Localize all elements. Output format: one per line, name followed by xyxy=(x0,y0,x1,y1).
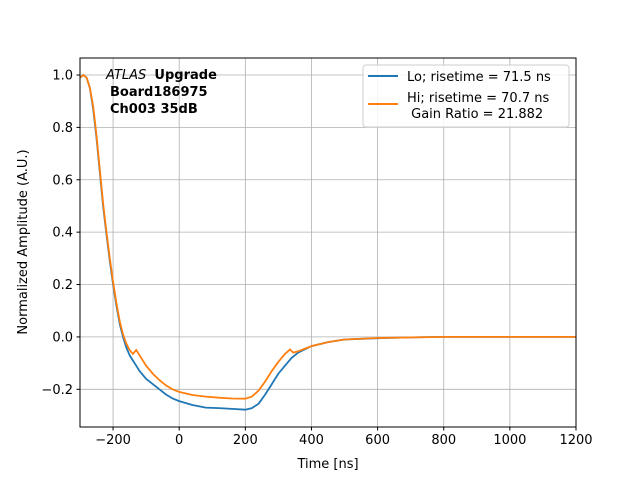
x-tick-label: 600 xyxy=(365,433,390,448)
x-tick-label: 200 xyxy=(233,433,258,448)
legend-box xyxy=(362,64,570,128)
legend-label-lo: Lo; risetime = 71.5 ns xyxy=(407,70,551,85)
series-line-hi xyxy=(80,73,576,400)
x-tick-label: −200 xyxy=(95,433,131,448)
series-lines xyxy=(80,73,576,411)
legend-label-hi-line: Gain Ratio = 21.882 xyxy=(407,107,543,122)
annotation-channel: Ch003 35dB xyxy=(110,102,198,117)
y-tick-label: 1.0 xyxy=(52,69,73,84)
annotation: ATLAS Upgrade Board186975 Ch003 35dB xyxy=(105,68,217,117)
y-tick-label: 0.8 xyxy=(52,121,73,136)
annotation-upgrade: Upgrade xyxy=(154,68,217,83)
y-tick-label: 0.4 xyxy=(52,226,73,241)
y-axis-label: Normalized Amplitude (A.U.) xyxy=(16,149,31,334)
svg-text:ATLAS Upgrade: ATLAS Upgrade xyxy=(105,68,217,83)
y-tick-label: 0.6 xyxy=(52,173,73,188)
y-tick-label: 0.0 xyxy=(52,330,73,345)
legend-label-hi: Hi; risetime = 70.7 ns Gain Ratio = 21.8… xyxy=(407,91,549,122)
legend: Lo; risetime = 71.5 ns Hi; risetime = 70… xyxy=(362,64,570,128)
annotation-atlas: ATLAS xyxy=(105,68,146,83)
x-tick-label: 1000 xyxy=(493,433,526,448)
x-tick-label: 400 xyxy=(299,433,324,448)
ticks: −200 0 200 400 600 800 1000 1200 −0.2 0.0 0.2 0.4 0.… xyxy=(41,69,592,448)
plot-frame xyxy=(79,57,577,428)
legend-label-hi-line: Hi; risetime = 70.7 ns xyxy=(407,91,549,106)
x-axis-label: Time [ns] xyxy=(296,457,358,472)
x-tick-label: 0 xyxy=(175,433,183,448)
x-tick-label: 1200 xyxy=(559,433,592,448)
x-tick-label: 800 xyxy=(431,433,456,448)
y-tick-label: −0.2 xyxy=(41,383,73,398)
y-tick-label: 0.2 xyxy=(52,278,73,293)
annotation-board: Board186975 xyxy=(110,85,208,100)
